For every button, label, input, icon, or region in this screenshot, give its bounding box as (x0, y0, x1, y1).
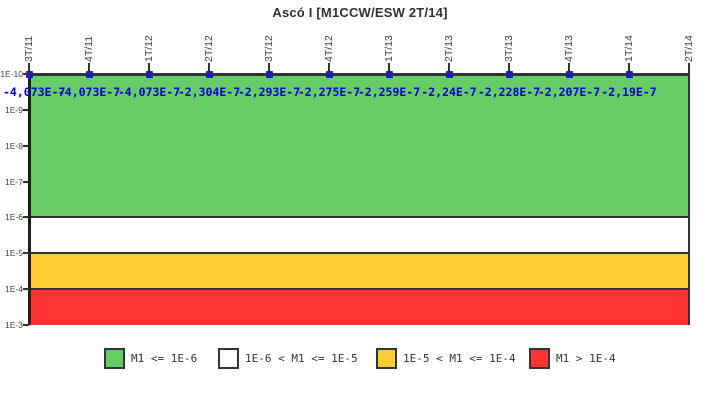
x-tick-mark (448, 63, 450, 73)
x-tick-mark (508, 63, 510, 73)
legend-swatch (218, 347, 239, 369)
x-tick-label: 3T/12 (263, 35, 275, 62)
value-label: -2,19E-7 (601, 85, 657, 99)
x-tick-mark (328, 63, 330, 73)
data-point-marker (446, 71, 453, 78)
threshold-line (31, 252, 688, 255)
x-tick-label: 2T/13 (443, 35, 455, 62)
y-tick-mark (23, 73, 29, 75)
y-tick-mark (23, 180, 29, 183)
x-tick-mark (208, 63, 210, 73)
legend-item: 1E-6 < M1 <= 1E-5 (218, 347, 358, 369)
x-tick-label: 4T/11 (83, 35, 95, 62)
data-point-marker (206, 71, 213, 78)
value-label: -4,073E-7 (57, 85, 121, 99)
band-white (31, 218, 688, 254)
value-label: -2,207E-7 (537, 85, 601, 99)
x-tick-label: 4T/12 (323, 35, 335, 62)
legend-swatch (529, 347, 550, 369)
y-tick-label: 1E-3 (5, 320, 23, 330)
legend-label: 1E-5 < M1 <= 1E-4 (403, 351, 516, 365)
y-tick-mark (23, 288, 29, 291)
x-tick-mark (148, 63, 150, 73)
x-tick-mark (388, 63, 390, 73)
x-tick-label: 4T/13 (563, 35, 575, 62)
y-tick-label: 1E-9 (5, 104, 23, 115)
x-tick-label: 1T/12 (143, 35, 155, 62)
band-yellow (31, 254, 688, 290)
value-label: -2,24E-7 (421, 85, 477, 99)
data-point-marker (26, 71, 33, 78)
data-point-marker (86, 71, 93, 78)
data-point-marker (506, 71, 513, 78)
x-tick-label: 2T/12 (203, 35, 215, 62)
value-label: -4,073E-7 (3, 85, 66, 99)
data-point-marker (146, 71, 153, 78)
y-tick-label: 1E-7 (5, 176, 23, 187)
legend-item: M1 > 1E-4 (529, 347, 616, 369)
y-tick-label: 1E-6 (5, 212, 23, 223)
data-point-marker (626, 71, 633, 78)
value-label: -2,293E-7 (237, 85, 301, 99)
legend-item: M1 <= 1E-6 (104, 347, 197, 369)
plot-area (26, 71, 690, 325)
y-tick-label: 1E-10 (0, 69, 23, 79)
legend-label: 1E-6 < M1 <= 1E-5 (245, 351, 358, 365)
data-point-marker (386, 71, 393, 78)
legend-swatch (104, 347, 125, 369)
x-tick-mark (628, 63, 630, 73)
x-tick-label: 3T/13 (503, 35, 515, 62)
y-tick-mark (23, 252, 29, 255)
data-point-marker (326, 71, 333, 78)
threshold-line (31, 288, 688, 291)
band-red (31, 290, 688, 325)
y-tick-label: 1E-4 (5, 284, 23, 295)
value-label: -2,228E-7 (477, 85, 541, 99)
y-tick-mark (23, 324, 29, 326)
x-tick-mark (688, 63, 690, 73)
value-label: -4,073E-7 (117, 85, 181, 99)
x-tick-label: 1T/14 (623, 35, 635, 62)
legend-item: 1E-5 < M1 <= 1E-4 (376, 347, 516, 369)
chart-title: Ascó I [M1CCW/ESW 2T/14] (272, 5, 448, 20)
value-label: -2,304E-7 (177, 85, 241, 99)
legend-swatch (376, 347, 397, 369)
y-tick-mark (23, 108, 29, 111)
y-tick-mark (23, 216, 29, 219)
x-tick-mark (88, 63, 90, 73)
y-tick-label: 1E-5 (5, 248, 23, 259)
data-point-marker (266, 71, 273, 78)
legend-label: M1 > 1E-4 (556, 351, 616, 365)
x-tick-label: 1T/13 (383, 35, 395, 62)
y-tick-label: 1E-8 (5, 140, 23, 151)
x-tick-label: 2T/14 (683, 35, 695, 62)
threshold-line (31, 216, 688, 219)
data-point-marker (566, 71, 573, 78)
legend-label: M1 <= 1E-6 (131, 351, 198, 365)
value-label: -2,259E-7 (357, 85, 421, 99)
value-label: -2,275E-7 (297, 85, 361, 99)
x-tick-mark (568, 63, 570, 73)
x-tick-mark (28, 63, 30, 73)
y-tick-mark (23, 144, 29, 147)
x-tick-mark (268, 63, 270, 73)
x-tick-label: 3T/11 (23, 35, 35, 62)
